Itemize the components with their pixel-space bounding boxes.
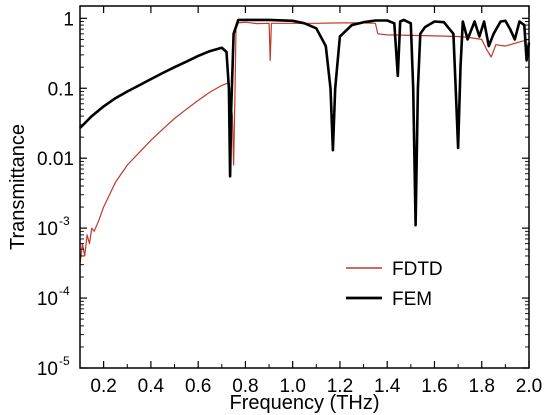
x-tick-label: 0.8 — [232, 376, 258, 397]
legend-label-fem: FEM — [392, 289, 432, 310]
x-axis-title: Frequency (THz) — [229, 392, 379, 414]
y-tick-label: 1 — [63, 9, 74, 30]
x-tick-label: 0.2 — [90, 376, 116, 397]
ticks-layer: 0.2 0.4 0.6 0.8 1.0 1.2 1.4 1.6 1.8 2.0 1 0.1 0.01 10… — [37, 6, 542, 397]
y-tick-exponent: -4 — [59, 284, 70, 298]
x-tick-label: 0.4 — [138, 376, 165, 397]
y-tick-label: 10 — [37, 219, 58, 240]
y-tick-exponent: -3 — [59, 214, 70, 228]
plot-frame — [79, 5, 530, 369]
y-tick-label: 0.1 — [48, 79, 74, 100]
y-tick-exponent: -5 — [59, 354, 70, 368]
series-line-fem — [79, 18, 531, 227]
legend-label-fdtd: FDTD — [392, 259, 443, 280]
x-tick-label: 1.4 — [374, 376, 401, 397]
x-tick-label: 0.6 — [185, 376, 211, 397]
x-tick-label: 1.6 — [421, 376, 447, 397]
series-layer — [79, 18, 531, 265]
y-axis-title: Transmittance — [7, 124, 29, 250]
x-tick-label: 1.0 — [279, 376, 305, 397]
y-tick-label: 10 — [37, 359, 58, 380]
y-tick-label: 0.01 — [37, 149, 74, 170]
y-tick-label: 10 — [37, 289, 58, 310]
x-tick-label: 1.8 — [469, 376, 495, 397]
legend: FDTD FEM — [346, 259, 443, 310]
x-tick-label: 2.0 — [516, 376, 542, 397]
x-tick-label: 1.2 — [327, 376, 353, 397]
